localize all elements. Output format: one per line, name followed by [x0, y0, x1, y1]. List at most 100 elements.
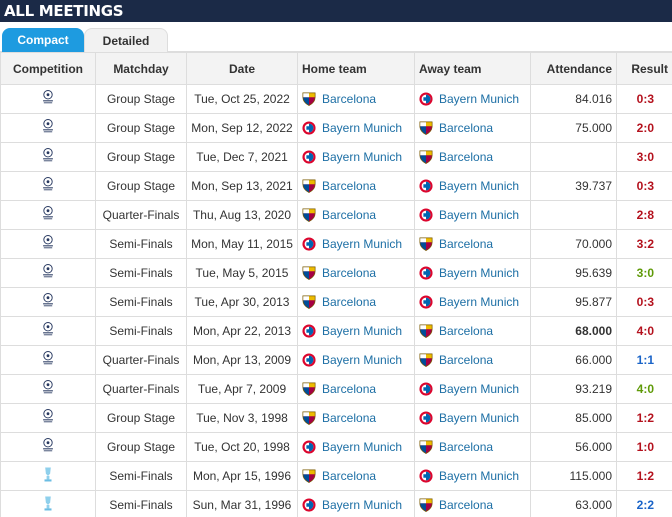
- team-logo: [302, 150, 316, 164]
- home-team-cell: Bayern Munich: [297, 316, 415, 346]
- team-logo: [302, 498, 316, 512]
- date: Mon, Apr 13, 2009: [186, 345, 298, 375]
- result: 1:0: [616, 432, 672, 462]
- attendance: 93.219: [530, 374, 617, 404]
- competition-logo: [41, 466, 55, 483]
- away-team-cell: Barcelona: [414, 113, 531, 143]
- team-logo: [302, 440, 316, 454]
- competition-logo: [41, 379, 55, 396]
- table-row: Group Stage Tue, Oct 20, 1998 Bayern Munic…: [0, 432, 672, 462]
- table-row: Quarter-Finals Mon, Apr 13, 2009 Bayern Mu…: [0, 345, 672, 375]
- result: 1:2: [616, 461, 672, 491]
- attendance: 66.000: [530, 345, 617, 375]
- table-row: Group Stage Mon, Sep 13, 2021 Barcelona Bay…: [0, 171, 672, 201]
- table-row: Group Stage Tue, Oct 25, 2022 Barcelona Bay…: [0, 84, 672, 114]
- competition-logo: [41, 437, 55, 454]
- team-logo: [302, 411, 316, 425]
- attendance: 85.000: [530, 403, 617, 433]
- table-row: Group Stage Tue, Dec 7, 2021 Bayern Munich…: [0, 142, 672, 172]
- competition-logo: [41, 89, 55, 106]
- date: Mon, May 11, 2015: [186, 229, 298, 259]
- date: Tue, Oct 20, 1998: [186, 432, 298, 462]
- result: 3:2: [616, 229, 672, 259]
- away-team-cell: Bayern Munich: [414, 374, 531, 404]
- attendance: 95.639: [530, 258, 617, 288]
- away-team: Bayern Munich: [439, 381, 520, 396]
- away-team: Barcelona: [439, 497, 494, 512]
- competition-logo: [41, 321, 55, 338]
- table-row: Semi-Finals Tue, May 5, 2015 Barcelona Baye…: [0, 258, 672, 288]
- away-team: Bayern Munich: [439, 178, 520, 193]
- matchday: Semi-Finals: [95, 461, 187, 491]
- competition-cell: [0, 316, 96, 346]
- home-team-cell: Barcelona: [297, 403, 415, 433]
- matchday: Semi-Finals: [95, 316, 187, 346]
- table-row: Group Stage Mon, Sep 12, 2022 Bayern Munic…: [0, 113, 672, 143]
- away-team-cell: Barcelona: [414, 316, 531, 346]
- team-logo: [302, 208, 316, 222]
- tab[interactable]: Compact: [2, 28, 84, 52]
- away-team: Bayern Munich: [439, 91, 520, 106]
- competition-logo: [41, 176, 55, 193]
- home-team: Bayern Munich: [322, 149, 403, 164]
- team-logo: [419, 150, 433, 164]
- date: Sun, Mar 31, 1996: [186, 490, 298, 517]
- column-header: Result: [616, 52, 672, 85]
- matchday: Group Stage: [95, 113, 187, 143]
- matchday: Quarter-Finals: [95, 200, 187, 230]
- home-team-cell: Bayern Munich: [297, 229, 415, 259]
- home-team-cell: Barcelona: [297, 461, 415, 491]
- competition-cell: [0, 374, 96, 404]
- competition-logo: [41, 205, 55, 222]
- team-logo: [302, 324, 316, 338]
- attendance: [530, 142, 617, 172]
- team-logo: [419, 295, 433, 309]
- attendance: 63.000: [530, 490, 617, 517]
- team-logo: [419, 121, 433, 135]
- tab-bar: Compact Detailed: [0, 22, 672, 52]
- home-team-cell: Barcelona: [297, 287, 415, 317]
- away-team: Barcelona: [439, 149, 494, 164]
- table-row: Semi-Finals Tue, Apr 30, 2013 Barcelona Bay…: [0, 287, 672, 317]
- competition-logo: [41, 234, 55, 251]
- competition-cell: [0, 461, 96, 491]
- result: 0:3: [616, 287, 672, 317]
- away-team: Barcelona: [439, 236, 494, 251]
- away-team-cell: Barcelona: [414, 345, 531, 375]
- tab[interactable]: Detailed: [84, 28, 168, 52]
- home-team: Barcelona: [322, 294, 377, 309]
- home-team-cell: Barcelona: [297, 84, 415, 114]
- home-team: Bayern Munich: [322, 352, 403, 367]
- home-team-cell: Bayern Munich: [297, 490, 415, 517]
- competition-cell: [0, 258, 96, 288]
- competition-logo: [41, 408, 55, 425]
- matchday: Group Stage: [95, 432, 187, 462]
- thead: Competition Matchday Date Home team Away te…: [0, 52, 672, 85]
- column-header: Competition: [0, 52, 96, 85]
- attendance: 68.000: [530, 316, 617, 346]
- competition-cell: [0, 171, 96, 201]
- home-team-cell: Barcelona: [297, 171, 415, 201]
- date: Tue, Apr 7, 2009: [186, 374, 298, 404]
- team-logo: [419, 179, 433, 193]
- date: Tue, Dec 7, 2021: [186, 142, 298, 172]
- away-team-cell: Bayern Munich: [414, 403, 531, 433]
- matchday: Group Stage: [95, 142, 187, 172]
- table-row: Group Stage Tue, Nov 3, 1998 Barcelona Baye…: [0, 403, 672, 433]
- away-team: Bayern Munich: [439, 294, 520, 309]
- home-team: Bayern Munich: [322, 497, 403, 512]
- competition-cell: [0, 432, 96, 462]
- competition-logo: [41, 147, 55, 164]
- home-team-cell: Bayern Munich: [297, 345, 415, 375]
- competition-logo: [41, 495, 55, 512]
- away-team-cell: Barcelona: [414, 229, 531, 259]
- competition-cell: [0, 403, 96, 433]
- result: 4:0: [616, 316, 672, 346]
- home-team-cell: Bayern Munich: [297, 432, 415, 462]
- home-team: Barcelona: [322, 91, 377, 106]
- team-logo: [302, 237, 316, 251]
- team-logo: [302, 353, 316, 367]
- result: 2:2: [616, 490, 672, 517]
- away-team-cell: Bayern Munich: [414, 461, 531, 491]
